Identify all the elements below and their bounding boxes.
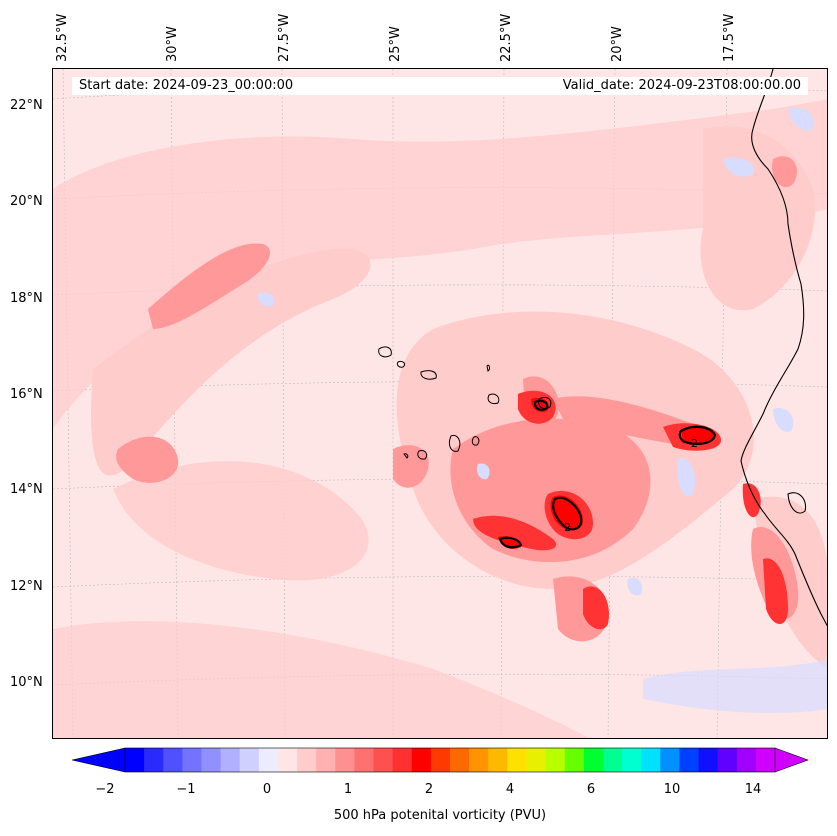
colorbar-cell xyxy=(469,748,489,772)
lon-label: 32.5°W xyxy=(55,13,70,62)
colorbar-tick: 10 xyxy=(663,782,681,797)
lat-label: 18°N xyxy=(10,291,43,306)
colorbar-tick: 2 xyxy=(424,782,434,797)
colorbar-tick: 14 xyxy=(744,782,762,797)
colorbar-cell xyxy=(392,748,413,772)
colorbar-cell xyxy=(450,748,470,772)
coastline xyxy=(740,69,827,627)
lat-label: 22°N xyxy=(10,98,43,113)
colorbar-cell xyxy=(755,748,776,772)
colorbar-tick: −2 xyxy=(95,782,115,797)
colorbar-cell xyxy=(622,748,642,772)
colorbar-cell xyxy=(182,748,202,772)
lon-label: 22.5°W xyxy=(499,13,514,62)
lat-label: 12°N xyxy=(10,579,43,594)
lon-label: 25°W xyxy=(388,26,403,62)
colorbar-cell xyxy=(583,748,604,772)
colorbar-cell xyxy=(163,748,183,772)
colorbar-cell xyxy=(335,748,355,772)
colorbar-cell xyxy=(660,748,680,772)
colorbar-cell xyxy=(545,748,566,772)
colorbar xyxy=(71,747,809,773)
lat-label: 16°N xyxy=(10,387,43,402)
colorbar-cell xyxy=(602,748,623,772)
colorbar-cell xyxy=(717,748,738,772)
pv-2-contour xyxy=(498,399,717,549)
contour-label: 2 xyxy=(564,521,571,534)
contour-label: 2 xyxy=(691,437,698,450)
colorbar-tick: 1 xyxy=(343,782,353,797)
colorbar-cell xyxy=(354,748,375,772)
colorbar-tick: 6 xyxy=(586,782,596,797)
colorbar-cell xyxy=(258,748,279,772)
colorbar-tick: 0 xyxy=(262,782,272,797)
colorbar-tick: −1 xyxy=(176,782,196,797)
colorbar-cell xyxy=(507,748,527,772)
colorbar-cell xyxy=(564,748,585,772)
cape-verde-islands xyxy=(378,346,552,460)
colorbar-cell xyxy=(679,748,700,772)
colorbar-cell xyxy=(430,748,451,772)
colorbar-label: 500 hPa potenital vorticity (PVU) xyxy=(333,808,547,823)
valid-date: Valid_date: 2024-09-23T08:00:00.00 xyxy=(562,78,801,93)
pv-field: 2 2 xyxy=(53,69,827,738)
colorbar-cell xyxy=(698,748,719,772)
lon-label: 20°W xyxy=(610,26,625,62)
colorbar-cell xyxy=(526,748,547,772)
lon-label: 30°W xyxy=(165,26,180,62)
colorbar-cell xyxy=(277,748,298,772)
colorbar-cell xyxy=(144,748,164,772)
colorbar-min-arrow xyxy=(72,748,125,772)
colorbar-cell xyxy=(316,748,336,772)
colorbar-cell xyxy=(373,748,394,772)
colorbar-cell xyxy=(201,748,222,772)
colorbar-cell xyxy=(239,748,260,772)
lat-label: 14°N xyxy=(10,482,43,497)
colorbar-tick: 4 xyxy=(505,782,515,797)
start-date: Start date: 2024-09-23_00:00:00 xyxy=(79,78,294,93)
date-band xyxy=(72,77,808,95)
lon-label: 17.5°W xyxy=(722,13,737,62)
colorbar-cell xyxy=(411,748,432,772)
colorbar-cell xyxy=(297,748,317,772)
colorbar-outline xyxy=(124,747,776,773)
lon-label: 27.5°W xyxy=(277,13,292,62)
pv-negative xyxy=(257,107,827,714)
colorbar-cell xyxy=(125,748,145,772)
lat-label: 20°N xyxy=(10,194,43,209)
lat-label: 10°N xyxy=(10,675,43,690)
colorbar-cell xyxy=(641,748,661,772)
colorbar-cell xyxy=(736,748,757,772)
colorbar-max-arrow xyxy=(775,748,808,772)
colorbar-cell xyxy=(488,748,508,772)
map-frame[interactable]: 2 2 xyxy=(52,68,828,739)
pv-contour-low xyxy=(53,99,827,738)
colorbar-cell xyxy=(220,748,241,772)
